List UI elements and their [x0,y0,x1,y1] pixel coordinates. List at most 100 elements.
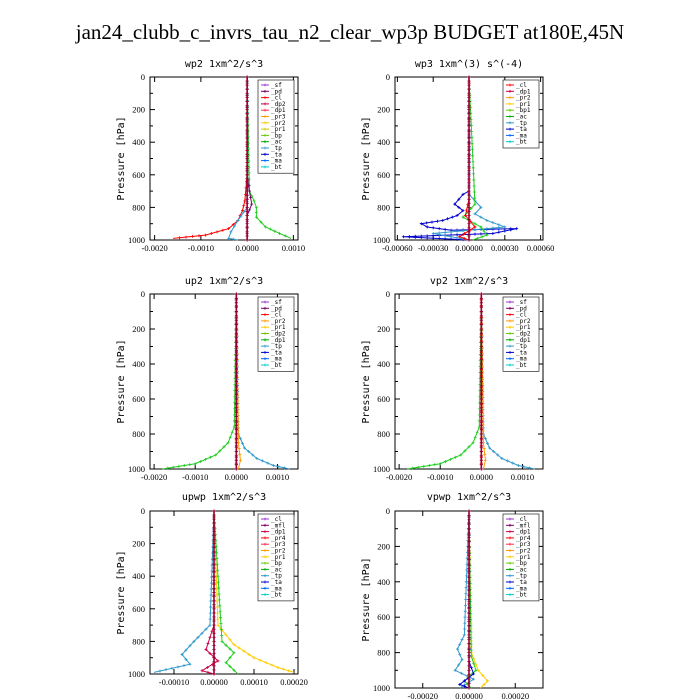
series-marker [443,237,447,241]
series-marker [470,129,474,133]
series-marker [482,682,486,686]
series-marker [462,684,466,688]
legend-label: _pr1 [271,126,286,133]
legend-label: _tp [516,120,527,127]
zero-profile-marker [467,646,471,650]
zero-profile-marker [467,522,471,526]
series-marker [239,214,243,218]
legend: _sf_pd_cl_pr2_pr1_dp2_dp1_tp_ta_ma_bt [257,296,295,372]
legend-label: _pr1 [516,101,531,108]
zero-profile-marker [479,305,483,309]
y-tick-label: 1000 [128,669,145,679]
zero-profile-marker [245,173,249,177]
zero-profile-marker [212,537,216,542]
zero-profile-marker [245,75,249,79]
series-marker [224,661,228,665]
series-marker [193,462,197,466]
series-marker [209,455,213,459]
legend-marker [263,357,267,361]
y-tick-label: 200 [132,105,145,115]
y-tick-label: 1000 [373,235,390,245]
zero-profile-marker [467,513,471,518]
series-marker [485,233,489,237]
zero-profile-marker [467,593,471,597]
series-marker [282,466,286,470]
zero-profile-marker [234,349,238,353]
x-tick-label: 0.00000 [455,243,483,253]
zero-profile-marker [479,467,483,471]
zero-profile-marker [234,401,238,405]
series-marker [522,465,526,469]
legend-label: _pd [271,88,282,95]
zero-profile-marker [467,177,471,181]
zero-profile-marker [245,193,249,197]
series-marker [197,234,201,238]
series-marker [215,230,219,234]
legend-marker [263,536,267,540]
series-marker [271,464,275,467]
series-marker [458,652,462,656]
y-tick-label: 400 [132,359,145,369]
x-tick-label: 0.0000 [470,472,493,482]
zero-profile-marker [467,120,471,124]
series-marker [457,197,461,201]
legend-marker [263,568,267,571]
legend-label: _pr1 [271,554,286,561]
series-marker [463,231,467,235]
legend-label: _pr3 [271,541,286,548]
series-marker [232,425,236,429]
legend-marker [263,574,267,578]
zero-profile-marker [467,222,471,226]
series-marker [182,464,186,467]
zero-profile-marker [479,301,483,305]
chart-title: wp3 1xm^(3) s^(-4) [415,59,523,70]
legend-label: _cl [271,312,282,319]
zero-profile-marker [467,152,471,157]
series-marker [481,429,485,433]
series-marker [238,437,242,441]
zero-profile-marker [467,173,471,177]
series-marker [226,441,230,445]
zero-profile-marker [479,371,483,375]
series-marker [180,652,184,656]
series-marker [215,562,219,566]
series-marker [473,232,477,236]
series-marker [460,658,464,662]
series-marker [228,436,232,439]
chart-panel-vpwp: vpwp 1xm^2/s^3 0 200 400 600 800 1000 -0.00020 0… [355,488,585,700]
zero-profile-marker [467,633,471,637]
series-marker [527,466,531,470]
series-marker [231,223,235,227]
series-marker [236,218,240,222]
series-marker [208,611,212,615]
zero-profile-marker [467,681,471,686]
legend-label: _ta [516,126,527,133]
series-marker [170,666,174,670]
legend-label: _dp1 [271,529,286,536]
zero-profile-marker [467,209,471,214]
zero-profile-marker [479,309,483,314]
zero-profile-marker [479,445,483,449]
zero-profile-marker [234,467,238,471]
legend-marker [508,338,512,342]
zero-profile-marker [234,393,238,397]
series-marker [470,136,474,140]
zero-profile-marker [467,124,471,128]
series-marker [198,460,202,464]
legend-marker [263,549,267,552]
series-marker [497,223,501,227]
series-marker [469,117,473,121]
series-marker [215,593,219,597]
zero-profile-marker [245,136,249,140]
zero-profile-marker [467,75,471,79]
y-tick-label: 200 [377,324,390,334]
zero-profile-marker [234,397,238,401]
zero-profile-marker [479,331,483,335]
y-tick-label: 1000 [128,235,145,245]
series-marker [464,580,468,584]
x-tick-label: -0.0020 [386,472,412,482]
series-marker [472,190,476,194]
legend-marker [263,83,267,87]
series-marker [480,235,484,239]
zero-profile-marker [245,83,249,87]
